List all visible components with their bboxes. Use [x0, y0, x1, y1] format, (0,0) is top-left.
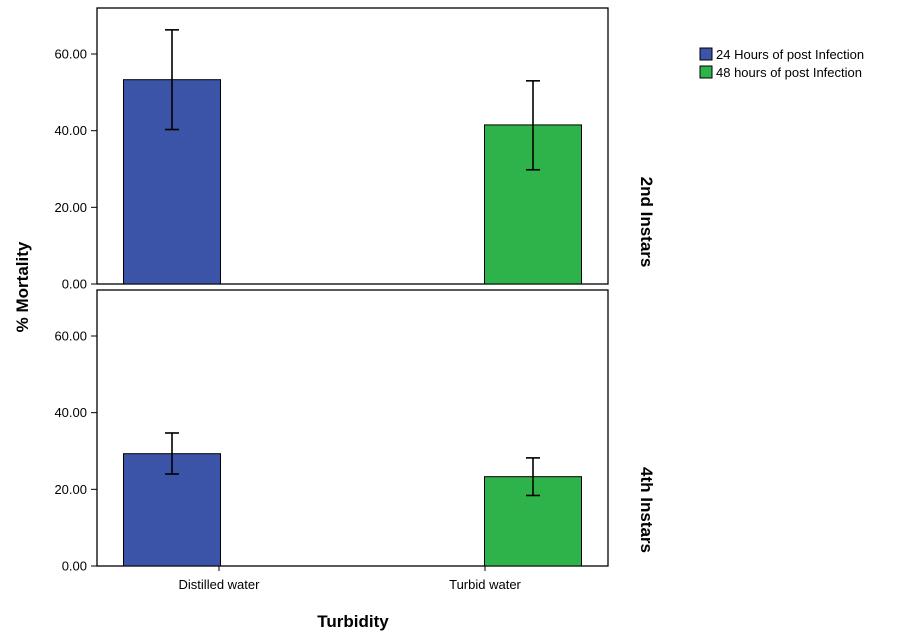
- panel-label-top: 2nd Instars: [637, 177, 656, 268]
- y-tick-label-top-3: 60.00: [54, 47, 87, 62]
- y-tick-label-top-1: 20.00: [54, 200, 87, 215]
- y-axis-title: % Mortality: [13, 241, 32, 332]
- x-tick-label-turbid: Turbid water: [449, 577, 521, 592]
- x-tick-label-distilled: Distilled water: [179, 577, 261, 592]
- y-tick-label-top-0: 0.00: [62, 277, 87, 292]
- y-tick-label-bottom-3: 60.00: [54, 329, 87, 344]
- y-tick-label-bottom-2: 40.00: [54, 405, 87, 420]
- legend-label-24h: 24 Hours of post Infection: [716, 47, 864, 62]
- panel-top-frame: [96, 7, 609, 285]
- panel-bottom: 0.00 20.00 40.00 60.00 4th Instars: [54, 289, 656, 574]
- legend-swatch-48h: [699, 65, 713, 79]
- panel-top: 0.00 20.00 40.00 60.00 2nd Instars: [54, 7, 656, 292]
- panel-label-bottom: 4th Instars: [637, 467, 656, 553]
- legend: 24 Hours of post Infection 48 hours of p…: [699, 47, 864, 80]
- y-tick-label-bottom-0: 0.00: [62, 559, 87, 574]
- panel-bottom-frame: [96, 289, 609, 567]
- y-tick-label-top-2: 40.00: [54, 123, 87, 138]
- legend-swatch-24h: [699, 47, 713, 61]
- legend-label-48h: 48 hours of post Infection: [716, 65, 862, 80]
- y-tick-label-bottom-1: 20.00: [54, 482, 87, 497]
- x-axis-title: Turbidity: [317, 612, 389, 631]
